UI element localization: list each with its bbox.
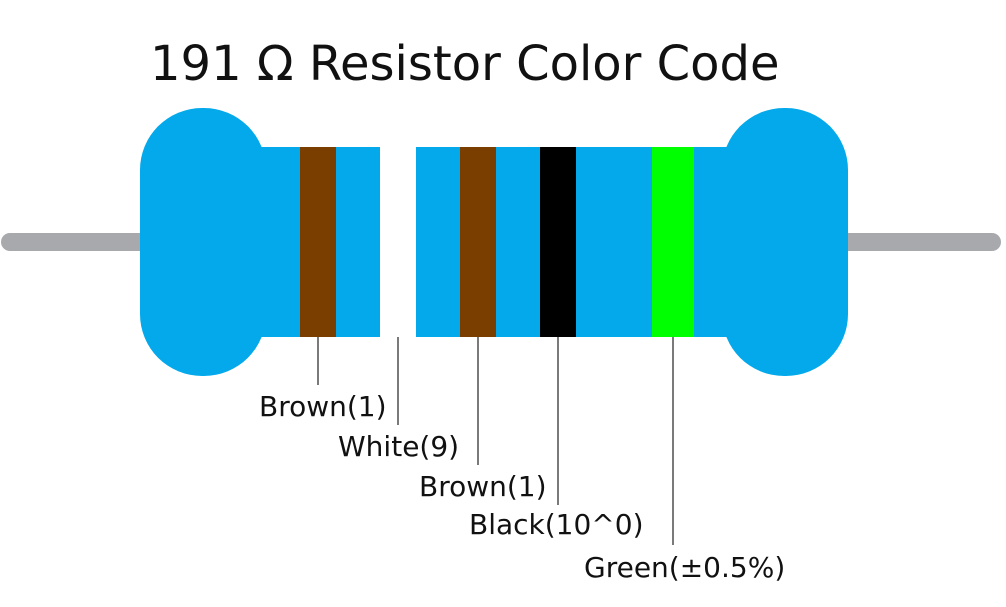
title: 191 Ω Resistor Color Code [150, 36, 780, 92]
band [460, 147, 496, 337]
band-label: Brown(1) [259, 390, 387, 423]
band [380, 147, 416, 337]
band [652, 147, 694, 337]
band-label: Green(±0.5%) [584, 551, 785, 584]
band-label: Black(10^0) [469, 508, 644, 541]
band-label: Brown(1) [419, 470, 547, 503]
band [300, 147, 336, 337]
band [540, 147, 576, 337]
cap-right [722, 108, 848, 376]
bands: Brown(1) White(9) Brown(1) Black(10^0) Green… [259, 147, 785, 584]
band-label: White(9) [338, 430, 459, 463]
cap-left [140, 108, 266, 376]
